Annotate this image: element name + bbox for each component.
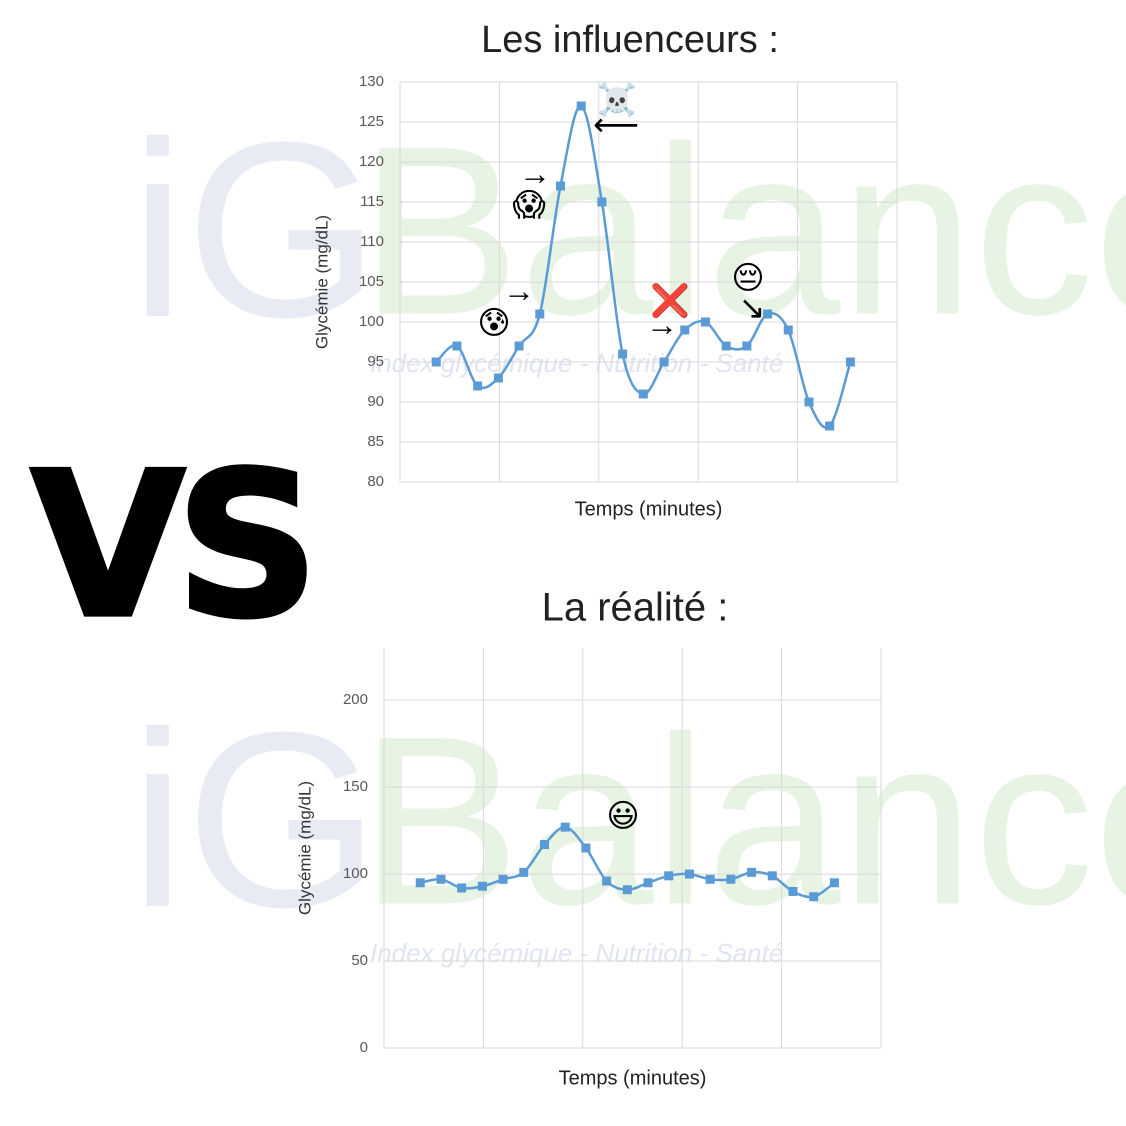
marker	[638, 389, 648, 399]
marker	[804, 397, 814, 407]
marker	[783, 325, 793, 335]
marker	[519, 867, 529, 877]
y-tick-label: 115	[360, 193, 384, 210]
annotation: ❌	[650, 282, 690, 319]
marker	[576, 101, 586, 111]
marker	[539, 840, 549, 850]
marker	[473, 381, 483, 391]
watermark-brand: iG	[130, 90, 380, 369]
marker	[477, 881, 487, 891]
y-tick-label: 200	[343, 691, 368, 708]
annotation: 😱	[512, 186, 545, 222]
marker	[721, 341, 731, 351]
marker	[581, 843, 591, 853]
annotation: →	[519, 155, 551, 191]
y-tick-label: 95	[367, 353, 384, 370]
y-tick-label: 0	[360, 1039, 368, 1056]
annotation: ⟵	[593, 106, 639, 142]
watermark-brand: iG	[130, 680, 380, 959]
marker	[643, 878, 653, 888]
y-tick-label: 110	[360, 233, 384, 250]
annotation: →	[503, 272, 535, 308]
y-tick-label: 100	[359, 313, 384, 330]
marker	[700, 317, 710, 327]
marker	[431, 357, 441, 367]
marker	[659, 357, 669, 367]
y-tick-label: 50	[351, 952, 368, 969]
vs-text: VS	[31, 430, 310, 663]
marker	[498, 874, 508, 884]
marker	[767, 871, 777, 881]
annotation: →	[646, 306, 678, 342]
marker	[622, 885, 632, 895]
marker	[457, 883, 467, 893]
annotation: 😰	[477, 304, 510, 340]
y-tick-label: 150	[343, 778, 368, 795]
watermark-brand: Balance	[360, 686, 1126, 954]
marker	[555, 181, 565, 191]
marker	[825, 421, 835, 431]
y-tick-label: 130	[359, 73, 384, 90]
y-axis-label: Glycémie (mg/dL)	[295, 781, 314, 915]
marker	[742, 341, 752, 351]
marker	[493, 373, 503, 383]
marker	[829, 878, 839, 888]
marker	[602, 876, 612, 886]
annotation: 😔	[731, 259, 764, 295]
marker	[684, 869, 694, 879]
marker	[535, 309, 545, 319]
y-tick-label: 125	[359, 113, 384, 130]
marker	[560, 822, 570, 832]
chart-title: La réalité :	[542, 586, 729, 630]
y-tick-label: 80	[367, 473, 384, 490]
marker	[680, 325, 690, 335]
watermark-tagline: Index glycémique - Nutrition - Santé	[370, 938, 783, 968]
annotation: ↘	[739, 289, 766, 325]
y-tick-label: 100	[343, 865, 368, 882]
marker	[597, 197, 607, 207]
y-tick-label: 105	[359, 273, 384, 290]
marker	[726, 874, 736, 884]
marker	[436, 874, 446, 884]
line	[435, 104, 852, 429]
y-tick-label: 90	[367, 393, 384, 410]
marker	[747, 867, 757, 877]
marker	[618, 349, 628, 359]
x-axis-label: Temps (minutes)	[559, 1067, 707, 1089]
x-axis-label: Temps (minutes)	[575, 498, 723, 520]
annotation: ☠️	[597, 81, 637, 117]
marker	[452, 341, 462, 351]
marker	[705, 874, 715, 884]
marker	[763, 309, 773, 319]
marker	[415, 878, 425, 888]
marker	[845, 357, 855, 367]
chart-title: Les influenceurs :	[481, 19, 779, 61]
watermark-brand: Balance	[360, 96, 1126, 364]
marker	[664, 871, 674, 881]
y-tick-label: 120	[359, 153, 384, 170]
annotation: 😃	[606, 797, 639, 833]
y-axis-label: Glycémie (mg/dL)	[312, 215, 331, 349]
marker	[788, 886, 798, 896]
marker	[514, 341, 524, 351]
y-tick-label: 85	[367, 433, 384, 450]
marker	[809, 892, 819, 902]
